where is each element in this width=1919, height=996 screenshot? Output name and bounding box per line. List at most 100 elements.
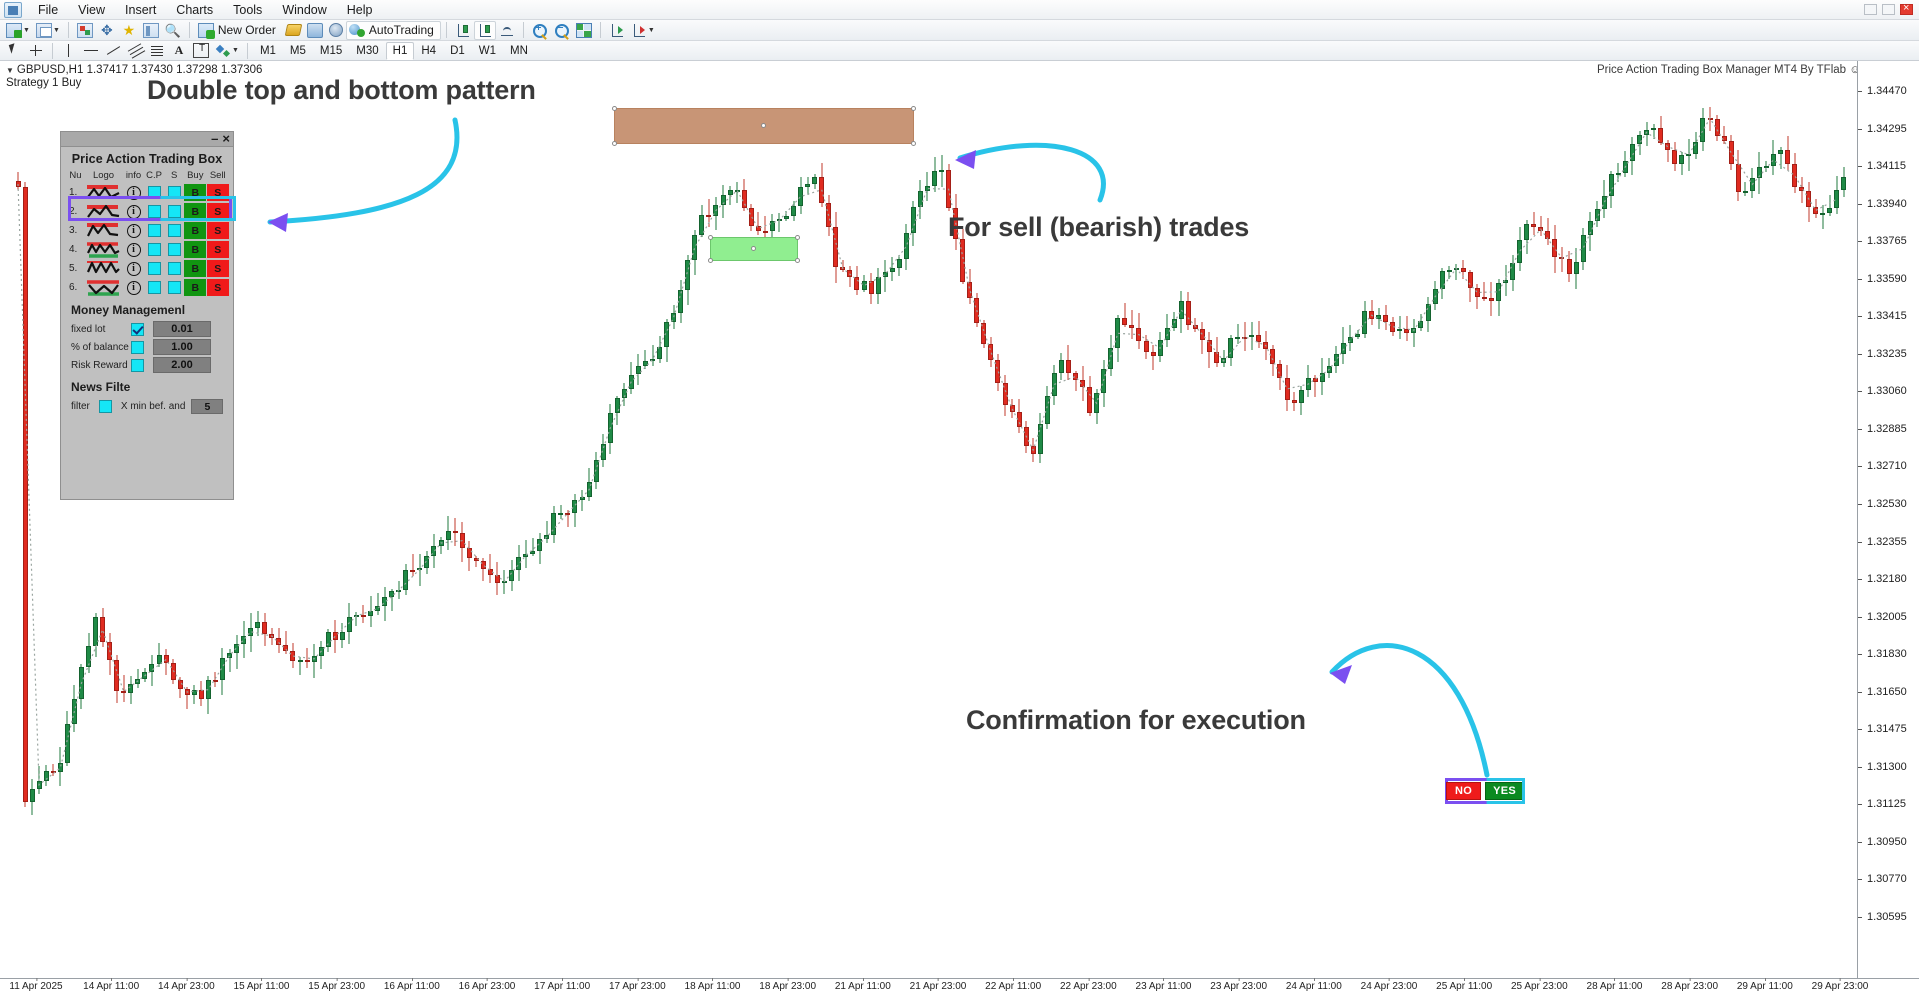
crosshair-tool-button[interactable] (25, 41, 47, 60)
timeframe-m1[interactable]: M1 (259, 44, 276, 57)
navigator-button[interactable]: ✥ (96, 21, 118, 40)
pattern-row[interactable]: 5. i B S (61, 259, 233, 278)
buy-button[interactable]: B (184, 241, 207, 258)
close-icon[interactable] (1900, 2, 1913, 15)
vertical-line-tool-button[interactable] (58, 41, 80, 60)
cp-checkbox[interactable] (144, 224, 165, 237)
move-handle[interactable] (751, 246, 756, 251)
new-order-button[interactable]: New Order (195, 21, 283, 40)
timeframe-m15[interactable]: M15 (319, 44, 343, 57)
text-tool-button[interactable]: A (168, 41, 190, 60)
menu-item-help[interactable]: Help (346, 2, 373, 17)
menu-item-view[interactable]: View (78, 2, 106, 17)
metaeditor-button[interactable] (283, 21, 304, 40)
chart-area[interactable]: ▼ GBPUSD,H1 1.37417 1.37430 1.37298 1.373… (0, 61, 1919, 996)
sell-button[interactable]: S (206, 222, 229, 239)
collapse-icon[interactable]: ▼ (6, 66, 14, 75)
s-checkbox[interactable] (164, 281, 184, 294)
timeframe-d1[interactable]: D1 (450, 44, 465, 57)
info-icon[interactable]: i (123, 185, 144, 200)
timeframe-w1[interactable]: W1 (478, 44, 497, 57)
horizontal-line-tool-button[interactable] (80, 41, 102, 60)
info-icon[interactable]: i (123, 280, 144, 295)
pattern-row[interactable]: 4. i B S (61, 240, 233, 259)
menu-item-file[interactable]: File (38, 2, 59, 17)
pattern-row[interactable]: 2. i B S (61, 202, 233, 221)
price-axis[interactable]: 1.34470 1.34295 1.34115 1.33940 1.33765 1.335… (1857, 61, 1919, 996)
profiles-button[interactable]: ▼ (33, 21, 63, 40)
resize-handle[interactable] (708, 235, 713, 240)
vps-button[interactable] (326, 21, 346, 40)
fixed-lot-checkbox[interactable] (131, 322, 144, 336)
cp-checkbox[interactable] (144, 243, 165, 256)
resize-handle[interactable] (795, 235, 800, 240)
info-icon[interactable]: i (123, 223, 144, 238)
sell-button[interactable]: S (206, 260, 229, 277)
risk-reward-checkbox[interactable] (131, 358, 144, 372)
percent-balance-value[interactable]: 1.00 (153, 339, 211, 355)
text-label-tool-button[interactable] (190, 41, 212, 60)
s-checkbox[interactable] (164, 205, 184, 218)
info-icon[interactable]: i (123, 242, 144, 257)
resize-handle[interactable] (612, 106, 617, 111)
timeframe-h4[interactable]: H4 (421, 44, 437, 57)
news-filter-checkbox[interactable] (98, 400, 112, 413)
info-icon[interactable]: i (123, 261, 144, 276)
percent-balance-checkbox[interactable] (131, 340, 144, 354)
buy-button[interactable]: B (184, 203, 207, 220)
maximize-icon[interactable] (1882, 4, 1895, 15)
bar-chart-button[interactable] (452, 21, 474, 40)
news-filter-minutes-value[interactable]: 5 (191, 399, 224, 414)
resize-handle[interactable] (612, 141, 617, 146)
menu-item-window[interactable]: Window (282, 2, 327, 17)
pattern-row[interactable]: 6. i B S (61, 278, 233, 297)
equidistant-channel-tool-button[interactable] (124, 41, 146, 60)
autotrading-button[interactable]: AutoTrading (345, 20, 441, 40)
s-checkbox[interactable] (164, 224, 184, 237)
panel-titlebar[interactable]: – × (61, 132, 233, 147)
menu-item-insert[interactable]: Insert (125, 2, 157, 17)
resize-handle[interactable] (911, 106, 916, 111)
menu-item-tools[interactable]: Tools (233, 2, 263, 17)
auto-scroll-button[interactable]: ▼ (628, 21, 658, 40)
trendline-tool-button[interactable] (102, 41, 124, 60)
favorites-button[interactable]: ★ (118, 21, 140, 40)
buy-button[interactable]: B (184, 222, 207, 239)
cp-checkbox[interactable] (144, 262, 165, 275)
objects-list-button[interactable]: ▼ (212, 41, 242, 60)
timeframe-m30[interactable]: M30 (356, 44, 379, 57)
no-button[interactable]: NO (1445, 782, 1482, 800)
timeframe-mn[interactable]: MN (510, 44, 528, 57)
cp-checkbox[interactable] (144, 281, 165, 294)
zoom-in-button[interactable] (529, 21, 551, 40)
s-checkbox[interactable] (164, 186, 184, 199)
move-handle[interactable] (761, 123, 766, 128)
s-checkbox[interactable] (164, 262, 184, 275)
confirmation-dialog[interactable]: NO YES (1445, 778, 1525, 804)
chart-shift-button[interactable] (606, 21, 628, 40)
support-zone-rectangle[interactable] (708, 235, 800, 263)
pattern-row[interactable]: 3. i B S (61, 221, 233, 240)
yes-button[interactable]: YES (1485, 782, 1525, 800)
price-action-trading-box-panel[interactable]: – × Price Action Trading Box Nu Logo inf… (60, 131, 234, 500)
timeframe-h1[interactable]: H1 (385, 41, 415, 60)
minimize-icon[interactable] (1864, 4, 1877, 15)
buy-button[interactable]: B (184, 184, 207, 201)
sell-button[interactable]: S (206, 184, 229, 201)
s-checkbox[interactable] (164, 243, 184, 256)
resize-handle[interactable] (795, 258, 800, 263)
resize-handle[interactable] (911, 141, 916, 146)
pattern-row[interactable]: 1. i B S (61, 183, 233, 202)
strategy-tester-button[interactable]: 🔍 (162, 21, 184, 40)
time-axis[interactable]: 11 Apr 2025 14 Apr 11:00 14 Apr 23:00 15 Ap… (0, 978, 1919, 996)
zoom-out-button[interactable] (551, 21, 573, 40)
fixed-lot-value[interactable]: 0.01 (153, 321, 211, 337)
tile-windows-button[interactable] (573, 21, 595, 40)
market-watch-button[interactable] (74, 21, 96, 40)
panel-minimize-button[interactable]: – (211, 131, 219, 146)
buy-button[interactable]: B (184, 260, 207, 277)
cursor-tool-button[interactable] (3, 41, 25, 60)
sell-button[interactable]: S (206, 241, 229, 258)
cp-checkbox[interactable] (144, 186, 165, 199)
sell-button[interactable]: S (206, 203, 229, 220)
